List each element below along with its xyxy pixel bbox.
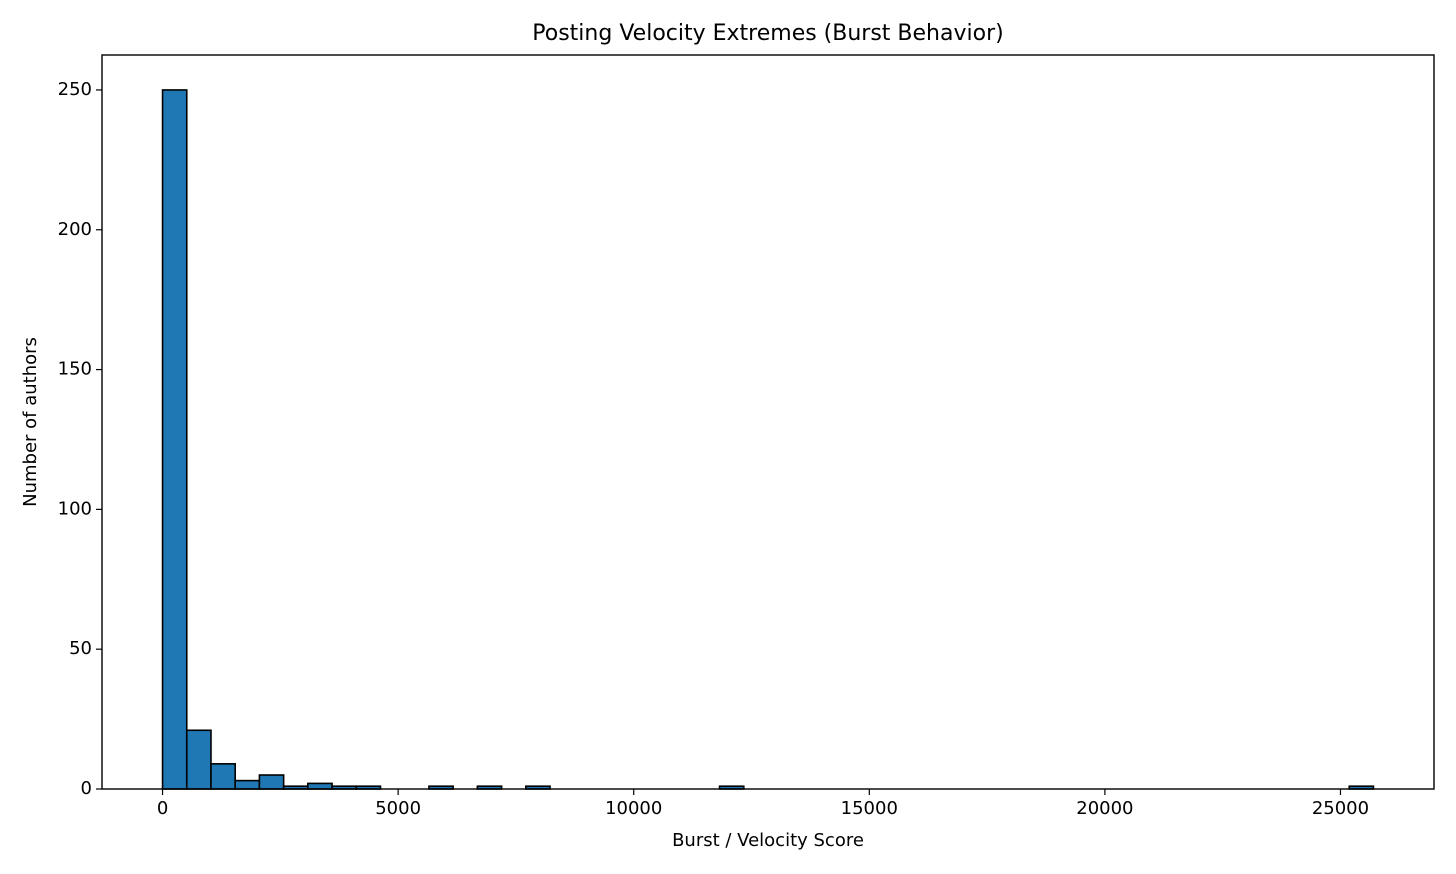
x-tick-label: 20000 — [1076, 798, 1133, 819]
bar — [161, 89, 188, 790]
bar — [234, 779, 261, 790]
bar — [210, 763, 236, 790]
y-axis-label: Number of authors — [20, 337, 41, 507]
x-tick-label: 5000 — [375, 798, 421, 819]
chart-title: Posting Velocity Extremes (Burst Behavio… — [532, 21, 1003, 46]
y-tick-label: 50 — [69, 638, 92, 659]
y-tick-label: 200 — [58, 219, 92, 240]
bar — [185, 729, 212, 790]
x-tick-label: 15000 — [841, 798, 898, 819]
plot-frame — [101, 54, 1435, 790]
bar — [307, 782, 333, 790]
bar — [258, 774, 285, 790]
y-tick-label: 150 — [58, 359, 92, 380]
x-tick-label: 10000 — [605, 798, 662, 819]
y-tick-label: 250 — [58, 79, 92, 100]
x-axis-label: Burst / Velocity Score — [672, 830, 864, 851]
y-tick-label: 100 — [58, 498, 92, 519]
y-tick-label: 0 — [81, 778, 92, 799]
x-tick-label: 25000 — [1312, 798, 1369, 819]
x-tick-label: 0 — [157, 798, 168, 819]
